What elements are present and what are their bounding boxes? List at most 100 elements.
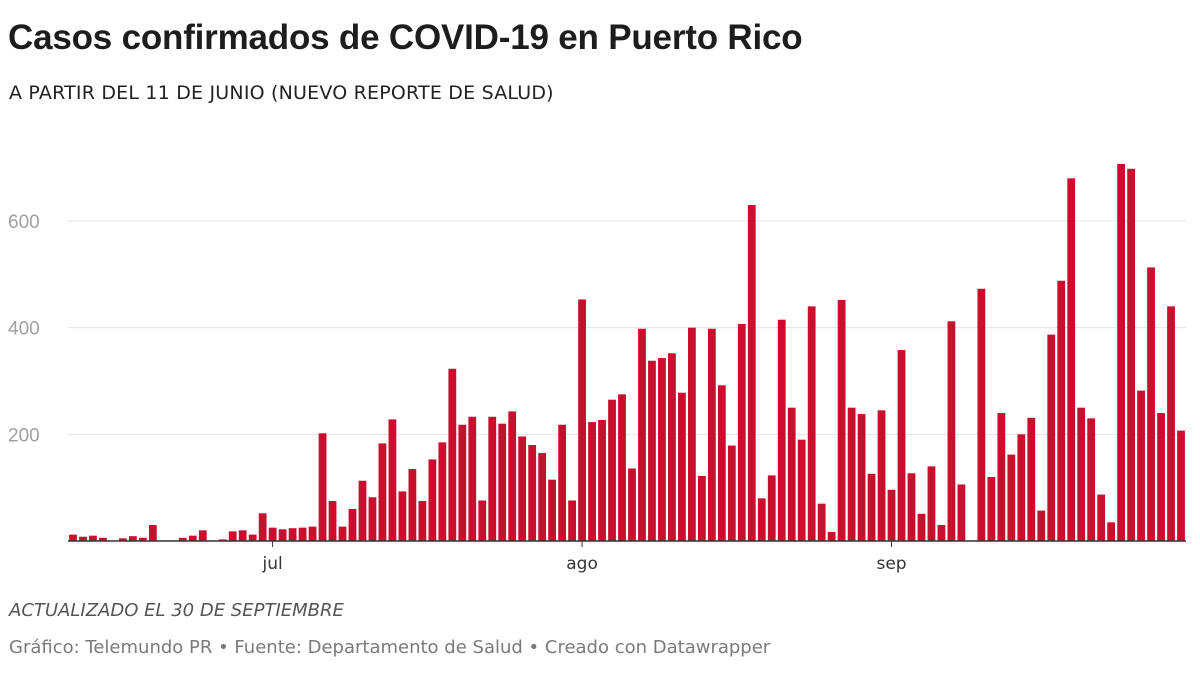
- bar: [528, 445, 537, 541]
- bar: [198, 530, 207, 541]
- x-tick-label-ago: ago: [566, 554, 598, 574]
- bar: [897, 350, 906, 541]
- bar: [957, 484, 966, 541]
- bar: [428, 459, 437, 541]
- bar: [588, 422, 596, 541]
- bar: [268, 527, 277, 541]
- bar: [747, 205, 756, 541]
- bar: [1057, 280, 1066, 541]
- bar: [1077, 407, 1086, 541]
- bar: [658, 358, 666, 541]
- bar: [188, 535, 197, 541]
- bar: [318, 433, 327, 541]
- bar: [89, 535, 97, 541]
- bar: [358, 480, 367, 541]
- bar: [837, 299, 846, 541]
- bar: [79, 536, 87, 541]
- bar: [248, 534, 257, 541]
- bar: [857, 414, 866, 541]
- bar: [578, 299, 586, 541]
- bar: [368, 497, 377, 541]
- bar: [508, 411, 517, 541]
- bar: [488, 416, 497, 541]
- bar: [777, 319, 786, 541]
- bar: [458, 424, 467, 541]
- y-tick-label-200: 200: [8, 425, 40, 446]
- bar: [877, 410, 886, 541]
- bar: [408, 469, 417, 541]
- bar: [707, 328, 716, 541]
- bar: [418, 501, 427, 541]
- bar: [388, 419, 397, 541]
- chart-subtitle: A PARTIR DEL 11 DE JUNIO (NUEVO REPORTE …: [9, 82, 554, 104]
- y-axis-labels: 200 400 600: [8, 212, 40, 446]
- bar: [468, 416, 477, 541]
- update-note: ACTUALIZADO EL 30 DE SEPTIEMBRE: [9, 600, 344, 621]
- bar: [847, 407, 856, 541]
- bar: [697, 475, 706, 541]
- x-axis-ticks: jul ago sep: [262, 541, 907, 574]
- bar: [99, 537, 107, 541]
- chart-title: Casos confirmados de COVID-19 en Puerto …: [8, 18, 803, 57]
- bar: [987, 477, 996, 541]
- bar: [977, 288, 986, 541]
- bar: [138, 537, 147, 541]
- bar: [568, 500, 576, 541]
- bar: [398, 491, 407, 541]
- bar: [258, 513, 267, 541]
- bar: [1047, 334, 1056, 541]
- bar: [917, 513, 926, 541]
- bar: [288, 528, 297, 541]
- bar: [448, 368, 457, 541]
- bar: [178, 537, 187, 541]
- bar: [1137, 390, 1145, 541]
- bar: [558, 424, 567, 541]
- bar: [638, 328, 646, 541]
- y-tick-label-400: 400: [8, 319, 40, 340]
- bar: [1037, 510, 1046, 541]
- bar: [518, 436, 527, 541]
- bar: [1097, 494, 1106, 541]
- bar: [338, 526, 347, 541]
- bar: [69, 534, 77, 541]
- bar: [687, 327, 696, 541]
- bar: [648, 360, 656, 541]
- bar: [148, 525, 157, 541]
- bar: [598, 419, 606, 541]
- bar: [119, 538, 127, 541]
- bar: [1167, 306, 1175, 541]
- bar: [618, 394, 626, 541]
- bar: [737, 323, 746, 541]
- bar: [498, 423, 507, 541]
- bar: [867, 473, 876, 541]
- bar: [767, 475, 776, 541]
- bar: [538, 453, 547, 541]
- bar: [937, 525, 946, 541]
- bar: [1007, 454, 1016, 541]
- bar: [278, 529, 287, 541]
- bar-chart: 200 400 600 jul ago sep: [8, 163, 1186, 574]
- bar: [947, 321, 956, 541]
- bar: [348, 509, 357, 541]
- bar: [478, 500, 487, 541]
- x-tick-label-sep: sep: [876, 554, 906, 574]
- y-tick-label-600: 600: [8, 212, 40, 233]
- bar: [228, 531, 237, 541]
- bar: [438, 442, 447, 541]
- bar: [218, 539, 227, 541]
- bar: [1067, 178, 1076, 542]
- bar: [887, 489, 896, 541]
- bar: [1017, 434, 1026, 541]
- bar: [727, 445, 736, 541]
- bar: [1147, 267, 1155, 541]
- bar: [628, 468, 636, 541]
- bar: [997, 413, 1006, 541]
- bar: [757, 498, 766, 541]
- bar: [678, 392, 686, 541]
- bar: [128, 536, 137, 541]
- bar: [1027, 417, 1036, 541]
- bar: [328, 501, 337, 541]
- source-credits: Gráfico: Telemundo PR • Fuente: Departam…: [9, 637, 771, 658]
- x-tick-label-jul: jul: [262, 554, 283, 574]
- bar: [308, 526, 317, 541]
